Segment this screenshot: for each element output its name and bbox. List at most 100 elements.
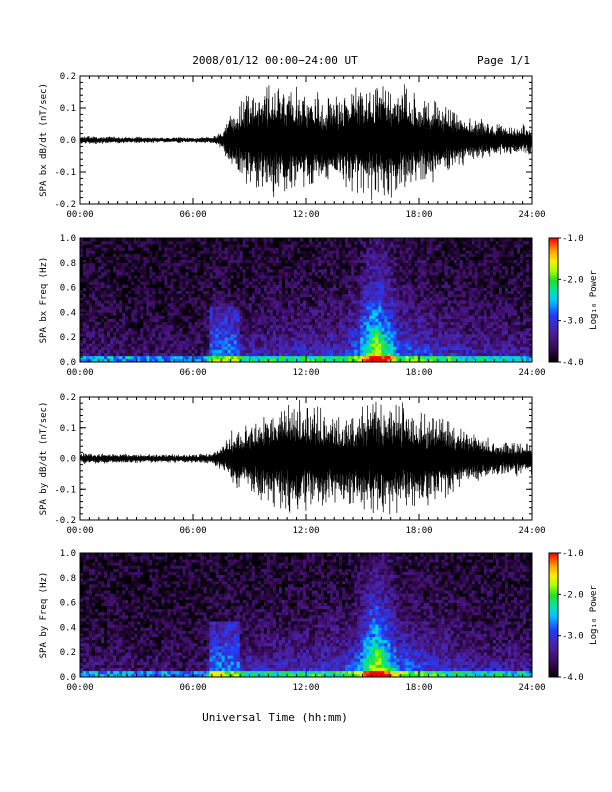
spectrogram-cell [402,358,406,363]
spectrogram-cell [164,256,168,260]
spectrogram-cell [212,315,216,319]
spectrogram-cell [357,306,361,310]
spectrogram-cell [167,265,171,270]
spectrogram-cell [212,343,216,347]
spectrogram-cell [351,309,355,313]
spectrogram-cell [429,250,433,254]
spectrogram-cell [143,309,147,313]
spectrogram-cell [438,256,442,260]
spectrogram-cell [309,262,313,267]
spectrogram-cell [278,262,283,267]
spectrogram-cell [254,343,259,347]
spectrogram-cell [339,343,343,347]
spectrogram-cell [414,300,418,304]
spectrogram-cell [224,315,228,319]
spectrogram-cell [278,296,283,301]
spectrogram-cell [266,281,271,285]
spectrogram-cell [119,241,123,245]
spectrogram-cell [188,241,192,245]
spectrogram-cell [98,293,102,298]
spectrogram-cell [233,265,237,270]
spectrogram-cell [375,247,379,251]
spectrogram-cell [206,259,210,264]
spectrogram-cell [293,300,298,304]
spectrogram-cell [161,265,165,270]
spectrogram-cell [357,278,361,282]
spectrogram-cell [158,331,162,335]
spectrogram-cell [293,312,298,316]
spectrogram-cell [257,272,262,276]
spectrogram-cell [293,303,298,307]
spectrogram-cell [272,343,277,347]
spectrogram-cell [399,358,403,363]
spectrogram-cell [333,343,337,347]
spectrogram-cell [309,272,313,276]
spectrogram-cell [86,337,90,341]
spectrogram-cell [197,265,201,270]
spectrogram-cell [290,321,295,326]
spectrogram-cell [339,275,343,279]
spectrogram-cell [224,241,228,245]
spectrogram-cell [306,300,310,304]
spectrogram-cell [242,284,247,288]
spectrogram-cell [107,331,111,335]
spectrogram-cell [281,346,286,350]
spectrogram-cell [420,318,424,322]
spectrogram-cell [245,259,250,264]
spectrogram-cell [417,349,421,353]
spectrogram-cell [423,309,427,313]
spectrogram-cell [233,241,237,245]
spectrogram-cell [327,265,331,270]
spectrogram-cell [152,278,156,282]
spectrogram-cell [402,238,406,242]
spectrogram-cell [432,324,436,329]
spectrogram-cell [293,284,298,288]
spectrogram-cell [233,256,237,260]
spectrogram-cell [194,309,198,313]
spectrogram-cell [185,309,189,313]
spectrogram-cell [209,358,213,363]
spectrogram-cell [227,340,231,344]
spectrogram-cell [405,287,409,291]
spectrogram-cell [366,358,370,363]
spectrogram-cell [396,327,400,332]
spectrogram-cell [423,241,427,245]
spectrogram-cell [402,284,406,288]
spectrogram-cell [230,300,234,304]
spectrogram-cell [134,278,138,282]
spectrogram-cell [167,331,171,335]
spectrogram-cell [101,265,105,270]
spectrogram-cell [387,321,391,326]
spectrogram-cell [185,327,189,332]
spectrogram-cell [197,269,201,273]
spectrogram-cell [309,241,313,245]
spectrogram-cell [429,340,433,344]
spectrogram-cell [345,284,349,288]
spectrogram-cell [209,259,213,264]
spectrogram-cell [182,327,186,332]
spectrogram-cell [119,238,123,242]
spectrogram-cell [354,355,358,360]
spectrogram-cell [324,312,328,316]
spectrogram-cell [149,309,153,313]
spectrogram-cell [423,306,427,310]
x-tick-label: 06:00 [179,210,206,220]
spectrogram-cell [212,312,216,316]
spectrogram-cell [278,349,283,353]
spectrogram-cell [101,290,105,295]
spectrogram-cell [236,241,240,245]
spectrogram-cell [239,256,244,260]
spectrogram-cell [212,293,216,298]
spectrogram-cell [423,238,427,242]
spectrogram-cell [107,321,111,326]
spectrogram-cell [384,355,388,360]
spectrogram-cell [408,262,412,267]
spectrogram-cell [194,284,198,288]
spectrogram-cell [435,300,439,304]
spectrogram-cell [438,238,442,242]
spectrogram-cell [257,306,262,310]
spectrogram-cell [194,259,198,264]
spectrogram-cell [411,265,415,270]
spectrogram-cell [182,296,186,301]
spectrogram-cell [420,306,424,310]
